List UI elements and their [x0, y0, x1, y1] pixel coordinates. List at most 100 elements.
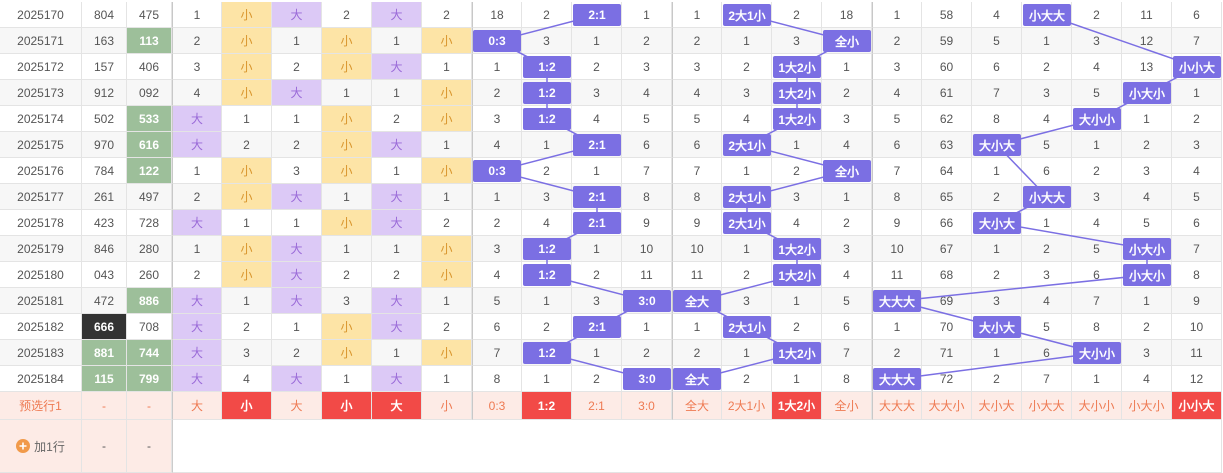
count-cell: 3: [1172, 132, 1222, 158]
count-cell: 8: [472, 366, 522, 392]
count-cell: 5: [972, 28, 1022, 54]
number: 163: [82, 28, 127, 54]
preview-option[interactable]: 大小小: [1072, 392, 1122, 420]
hit-cell: 1大2小: [773, 238, 821, 260]
size-cell: 大: [372, 54, 422, 80]
preview-option[interactable]: 大小大: [972, 392, 1022, 420]
count-cell: 7: [872, 158, 922, 184]
hit-cell: 0:3: [473, 160, 521, 182]
count-cell: 2: [472, 80, 522, 106]
number: 475: [127, 2, 172, 28]
count-cell: 2: [1022, 236, 1072, 262]
count-cell: 3: [622, 54, 672, 80]
issue: 2025181: [0, 288, 82, 314]
count-cell: 4: [1022, 288, 1072, 314]
count-cell: 2: [972, 262, 1022, 288]
add-n2: -: [127, 420, 172, 473]
size-cell: 4: [172, 80, 222, 106]
count-cell: 1: [1072, 132, 1122, 158]
issue: 2025183: [0, 340, 82, 366]
count-cell: 64: [922, 158, 972, 184]
preview-option[interactable]: 小大大: [1022, 392, 1072, 420]
preview-option[interactable]: 1:2: [522, 392, 572, 420]
hit-cell: 1:2: [523, 56, 571, 78]
count-cell: 7: [1072, 288, 1122, 314]
size-cell: 小: [422, 262, 472, 288]
size-cell: 小: [222, 262, 272, 288]
preview-option[interactable]: 全小: [822, 392, 872, 420]
count-cell: 7: [822, 340, 872, 366]
preview-option[interactable]: 小: [322, 392, 372, 420]
count-cell: 1: [772, 288, 822, 314]
size-cell: 大: [272, 366, 322, 392]
preview-option[interactable]: 大: [372, 392, 422, 420]
count-cell: 6: [872, 132, 922, 158]
preview-label: 预选行1: [0, 392, 82, 420]
count-cell: 11: [1122, 2, 1172, 28]
preview-option[interactable]: 小大小: [1122, 392, 1172, 420]
hit-cell: 大小大: [973, 316, 1021, 338]
preview-option[interactable]: 小: [422, 392, 472, 420]
hit-cell: 1大2小: [773, 108, 821, 130]
count-cell: 6: [1022, 340, 1072, 366]
count-cell: 2: [1122, 132, 1172, 158]
preview-option[interactable]: 1大2小: [772, 392, 822, 420]
count-cell: 7: [472, 340, 522, 366]
preview-option[interactable]: 小: [222, 392, 272, 420]
hit-cell: 3:0: [623, 368, 671, 390]
preview-option[interactable]: 小小大: [1172, 392, 1222, 420]
size-cell: 1: [222, 288, 272, 314]
preview-option[interactable]: 0:3: [472, 392, 522, 420]
count-cell: 5: [1072, 236, 1122, 262]
issue: 2025180: [0, 262, 82, 288]
number: 122: [127, 158, 172, 184]
count-cell: 3: [722, 288, 772, 314]
count-cell: 7: [622, 158, 672, 184]
count-cell: 5: [622, 106, 672, 132]
count-cell: 1: [1122, 288, 1172, 314]
count-cell: 1: [822, 54, 872, 80]
count-cell: 2: [872, 28, 922, 54]
count-cell: 3: [1122, 340, 1172, 366]
size-cell: 大: [172, 106, 222, 132]
count-cell: 12: [1122, 28, 1172, 54]
preview-option[interactable]: 大: [172, 392, 222, 420]
issue: 2025170: [0, 2, 82, 28]
size-cell: 大: [272, 80, 322, 106]
count-cell: 9: [1172, 288, 1222, 314]
hit-cell: 1:2: [523, 82, 571, 104]
count-cell: 3: [1072, 28, 1122, 54]
count-cell: 4: [1072, 54, 1122, 80]
size-cell: 小: [222, 28, 272, 54]
count-cell: 2: [1172, 106, 1222, 132]
hit-cell: 2大1小: [723, 212, 771, 234]
number: 533: [127, 106, 172, 132]
hit-cell: 2:1: [573, 186, 621, 208]
preview-option[interactable]: 大大大: [872, 392, 922, 420]
count-cell: 4: [972, 2, 1022, 28]
size-cell: 小: [222, 2, 272, 28]
add-row-button[interactable]: 加1行: [0, 420, 82, 473]
preview-option[interactable]: 大大小: [922, 392, 972, 420]
preview-n2: -: [127, 392, 172, 420]
size-cell: 1: [372, 80, 422, 106]
count-cell: 8: [1072, 314, 1122, 340]
count-cell: 6: [472, 314, 522, 340]
preview-option[interactable]: 2大1小: [722, 392, 772, 420]
preview-n1: -: [82, 392, 127, 420]
count-cell: 2: [722, 366, 772, 392]
preview-option[interactable]: 3:0: [622, 392, 672, 420]
count-cell: 10: [872, 236, 922, 262]
preview-option[interactable]: 大: [272, 392, 322, 420]
count-cell: 63: [922, 132, 972, 158]
preview-option[interactable]: 全大: [672, 392, 722, 420]
count-cell: 7: [1172, 236, 1222, 262]
count-cell: 3: [822, 106, 872, 132]
add-n1: -: [82, 420, 127, 473]
count-cell: 11: [872, 262, 922, 288]
size-cell: 小: [222, 236, 272, 262]
count-cell: 2: [572, 54, 622, 80]
count-cell: 4: [622, 80, 672, 106]
count-cell: 5: [822, 288, 872, 314]
preview-option[interactable]: 2:1: [572, 392, 622, 420]
